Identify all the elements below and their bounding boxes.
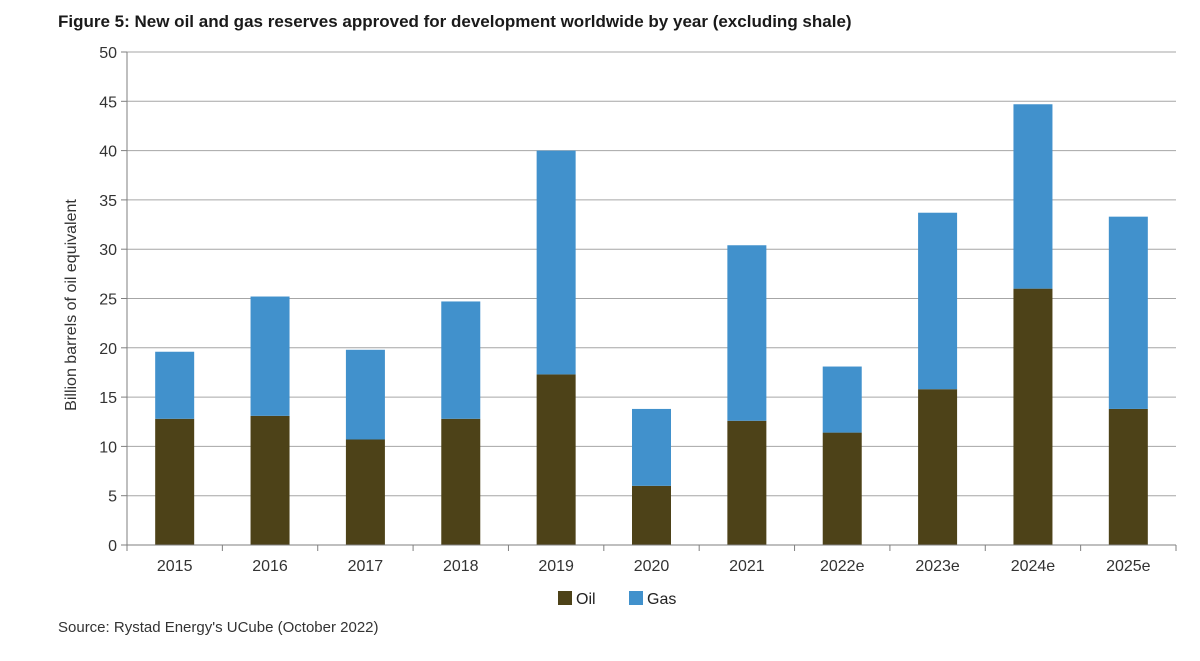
bar-gas-2015 [155,351,195,419]
bar-oil-2025e [1108,408,1148,545]
x-tick-label: 2023e [915,558,960,575]
bar-gas-2019 [536,150,576,375]
y-tick-label: 25 [99,292,117,309]
x-tick-label: 2018 [443,558,479,575]
bar-oil-2018 [441,418,481,545]
legend-swatch-oil [558,591,572,605]
x-tick-label: 2015 [157,558,193,575]
bar-gas-2018 [441,301,481,419]
x-tick-label: 2016 [252,558,288,575]
bar-gas-2023e [918,212,958,390]
bar-gas-2016 [250,296,290,416]
bars [155,104,1148,545]
y-tick-label: 45 [99,94,117,111]
legend-label-oil: Oil [576,591,596,608]
axes: 0 5 10 15 20 25 30 35 40 45 50 2015 2016 2017 2018 2019… [99,45,1177,575]
bar-oil-2024e [1013,288,1053,545]
bar-gas-2025e [1108,216,1148,409]
bar-oil-2017 [345,439,385,545]
y-tick-label: 50 [99,45,117,62]
bar-oil-2016 [250,415,290,545]
legend-label-gas: Gas [647,591,676,608]
bar-gas-2020 [632,408,671,486]
chart-title: Figure 5: New oil and gas reserves appro… [58,12,852,31]
legend: Oil Gas [558,591,676,608]
bar-oil-2021 [727,420,767,545]
y-tick-label: 40 [99,144,117,161]
y-tick-label: 0 [108,538,117,555]
x-tick-label: 2024e [1011,558,1056,575]
bar-oil-2022e [822,432,862,545]
x-tick-label: 2025e [1106,558,1151,575]
bar-gas-2021 [727,245,767,421]
x-tick-label: 2017 [348,558,384,575]
bar-gas-2024e [1013,104,1053,289]
y-axis-label: Billion barrels of oil equivalent [63,199,80,411]
bar-oil-2023e [918,389,958,545]
source-note: Source: Rystad Energy's UCube (October 2… [58,619,379,636]
legend-swatch-gas [629,591,643,605]
bar-oil-2019 [536,374,576,545]
x-tick-label: 2022e [820,558,865,575]
y-tick-label: 5 [108,489,117,506]
x-tick-label: 2020 [634,558,670,575]
y-tick-label: 35 [99,193,117,210]
bar-oil-2015 [155,418,195,545]
y-tick-label: 10 [99,439,117,456]
bar-gas-2017 [345,349,385,440]
x-tick-label: 2019 [538,558,574,575]
y-tick-label: 20 [99,341,117,358]
bar-gas-2022e [822,366,862,433]
x-tick-label: 2021 [729,558,765,575]
y-tick-label: 30 [99,242,117,259]
y-tick-label: 15 [99,390,117,407]
bar-oil-2020 [632,485,671,545]
